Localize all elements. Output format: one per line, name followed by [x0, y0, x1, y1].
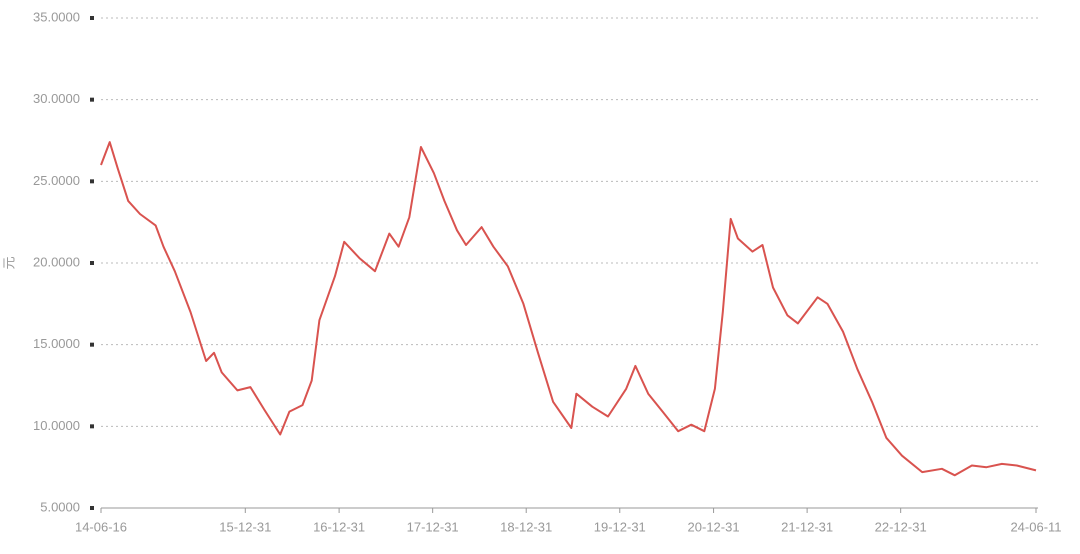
x-tick-label: 20-12-31 [688, 519, 740, 534]
y-tick-mark [90, 179, 94, 184]
y-tick-label: 20.0000 [33, 254, 80, 269]
data-line [100, 141, 1037, 477]
y-tick-label: 5.0000 [40, 499, 80, 514]
x-tick-label: 16-12-31 [313, 519, 365, 534]
x-tick-label: 18-12-31 [500, 519, 552, 534]
x-tick-label: 14-06-16 [75, 519, 127, 534]
y-tick-mark [90, 97, 94, 102]
y-tick-label: 30.0000 [33, 91, 80, 106]
y-axis-label: 元 [1, 256, 16, 269]
y-tick-mark [90, 506, 94, 510]
y-tick-mark [90, 424, 94, 429]
y-tick-label: 35.0000 [33, 9, 80, 24]
y-tick-mark [90, 342, 94, 347]
x-tick-label: 19-12-31 [594, 519, 646, 534]
x-tick-label: 21-12-31 [781, 519, 833, 534]
x-tick-label: 15-12-31 [219, 519, 271, 534]
y-tick-mark [90, 261, 94, 265]
y-tick-mark [90, 16, 94, 20]
y-tick-label: 10.0000 [33, 418, 80, 433]
x-tick-label: 24-06-11 [1010, 519, 1061, 534]
y-tick-label: 15.0000 [33, 336, 80, 351]
x-tick-label: 17-12-31 [407, 519, 459, 534]
x-tick-label: 22-12-31 [875, 519, 927, 534]
y-tick-label: 25.0000 [33, 173, 80, 188]
